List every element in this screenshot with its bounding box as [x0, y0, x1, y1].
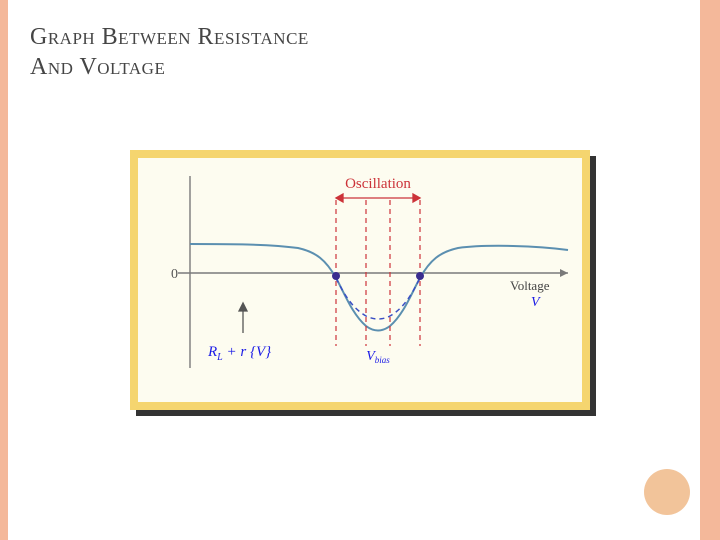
plot-svg: Oscillation 0 RL + r {V} Vbias — [138, 158, 582, 402]
chart-frame: Oscillation 0 RL + r {V} Vbias — [130, 150, 590, 410]
chart-plot-area: Oscillation 0 RL + r {V} Vbias — [138, 158, 582, 402]
oscillation-arrow — [336, 194, 420, 202]
chart-container: Oscillation 0 RL + r {V} Vbias — [130, 150, 590, 410]
page-title: Graph Between Resistance And Voltage — [30, 22, 309, 82]
vbias-label: Vbias — [366, 349, 390, 365]
title-line2: And Voltage — [30, 54, 165, 80]
left-stripe — [0, 0, 8, 540]
x-axis-arrow-icon — [560, 269, 568, 277]
curve-marker — [416, 272, 424, 280]
decorative-circle — [644, 469, 690, 515]
voltage-symbol: V — [531, 295, 541, 310]
curve-marker — [332, 272, 340, 280]
rl-up-arrow-icon — [239, 303, 247, 333]
oscillation-label: Oscillation — [345, 176, 411, 192]
dashed-inner-curve — [336, 278, 420, 319]
right-stripe — [700, 0, 720, 540]
title-line1: Graph Between Resistance — [30, 24, 309, 50]
voltage-label: Voltage — [510, 278, 550, 293]
zero-label: 0 — [171, 267, 178, 282]
rl-expression: RL + r {V} — [207, 344, 271, 363]
